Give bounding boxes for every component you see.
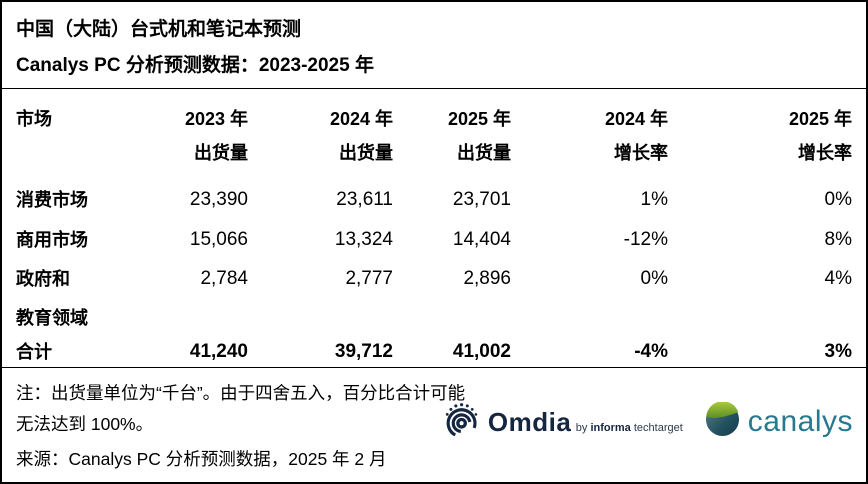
canalys-globe-icon [705,401,740,442]
cell-2023-shipments: 41,240 [189,341,248,362]
footer: 注：出货量单位为“千台”。由于四舍五入，百分比合计可能 无法达到 100%。 来… [2,368,866,475]
page-subtitle: Canalys PC 分析预测数据：2023-2025 年 [16,55,374,76]
cell-2025-shipments: 23,701 [452,189,511,210]
cell-2025-shipments: 2,896 [463,268,511,289]
cell-2025-shipments: 41,002 [452,341,511,362]
table-row-government-education: 政府和 教育领域 2,784 2,777 2,896 0% 4% [2,260,866,337]
cell-2025-growth: 3% [824,341,852,362]
column-header-2024-shipments: 2024 年 出货量 [329,109,393,163]
cell-2023-shipments: 23,390 [189,189,248,210]
omdia-wordmark: Omdia by informa techtarget [487,406,683,437]
row-label: 合计 [16,342,52,362]
table-row-total: 合计 41,240 39,712 41,002 -4% 3% [2,337,866,367]
omdia-tagline: by informa techtarget [575,421,683,434]
canalys-logo: canalys [705,401,853,442]
cell-2024-growth: -12% [623,229,668,250]
cell-2025-growth: 0% [824,189,852,210]
row-label: 商用市场 [16,230,88,250]
title-block: 中国（大陆）台式机和笔记本预测 Canalys PC 分析预测数据：2023-2… [2,2,866,89]
row-label: 政府和 教育领域 [16,269,88,328]
cell-2024-shipments: 13,324 [334,229,393,250]
row-label: 消费市场 [16,190,88,210]
cell-2024-shipments: 39,712 [334,341,393,362]
cell-2024-growth: -4% [634,341,668,362]
cell-2024-shipments: 23,611 [336,189,393,210]
column-header-2024-growth: 2024 年 增长率 [604,109,668,163]
column-header-2025-growth: 2025 年 增长率 [788,109,852,163]
table-row-consumer: 消费市场 23,390 23,611 23,701 1% 0% [2,180,866,220]
canalys-wordmark: canalys [747,405,853,438]
column-header-2023-shipments: 2023 年 出货量 [184,109,248,163]
page-title: 中国（大陆）台式机和笔记本预测 [16,19,302,40]
column-header-2025-shipments: 2025 年 出货量 [447,109,511,163]
table-body: 消费市场 23,390 23,611 23,701 1% 0% 商用市场 15,… [2,180,866,368]
table-header-row: 市场 2023 年 出货量 2024 年 出货量 2025 年 出货量 2024… [2,89,866,180]
cell-2023-shipments: 15,066 [189,229,248,250]
omdia-rings-icon [444,398,481,446]
footnote-line-1: 注：出货量单位为“千台”。由于四舍五入，百分比合计可能 [16,383,466,403]
source-line: 来源：Canalys PC 分析预测数据，2025 年 2 月 [16,449,387,469]
cell-2025-shipments: 14,404 [452,229,511,250]
cell-2024-growth: 1% [640,189,668,210]
cell-2025-growth: 8% [824,229,852,250]
table-row-commercial: 商用市场 15,066 13,324 14,404 -12% 8% [2,220,866,260]
column-header-market: 市场 [16,109,52,129]
logo-group: Omdia by informa techtarget [444,398,853,446]
footnote-line-2: 无法达到 100%。 [16,414,154,434]
cell-2024-growth: 0% [640,268,668,289]
cell-2025-growth: 4% [824,268,852,289]
cell-2023-shipments: 2,784 [200,268,248,289]
cell-2024-shipments: 2,777 [345,268,393,289]
omdia-logo: Omdia by informa techtarget [444,398,683,446]
